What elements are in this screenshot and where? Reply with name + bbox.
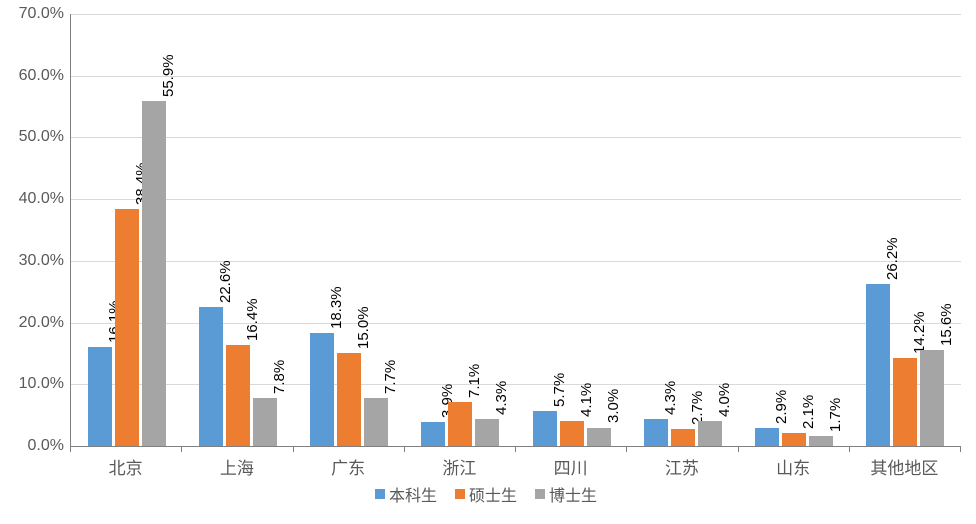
- bar-value-label: 4.3%: [493, 381, 510, 415]
- bar: [782, 433, 806, 446]
- x-category-label: 广东: [331, 454, 365, 479]
- bar: [698, 421, 722, 446]
- bar: [448, 402, 472, 446]
- bar-value-label: 2.1%: [800, 395, 817, 429]
- gridline: [71, 14, 961, 15]
- y-tick-label: 70.0%: [0, 5, 64, 23]
- bar: [475, 419, 499, 446]
- bar: [866, 284, 890, 446]
- legend-swatch-master: [455, 489, 465, 499]
- y-tick-label: 0.0%: [0, 437, 64, 455]
- x-category-label: 山东: [776, 454, 810, 479]
- x-tick: [849, 446, 850, 452]
- bar-value-label: 26.2%: [884, 238, 901, 281]
- x-tick: [293, 446, 294, 452]
- x-tick: [960, 446, 961, 452]
- bar-value-label: 55.9%: [160, 54, 177, 97]
- bar: [88, 347, 112, 446]
- bar: [199, 307, 223, 446]
- bar: [142, 101, 166, 446]
- bar-value-label: 16.4%: [244, 298, 261, 341]
- bar: [421, 422, 445, 446]
- x-category-label: 江苏: [665, 454, 699, 479]
- plot-area: 16.1%38.4%55.9%22.6%16.4%7.8%18.3%15.0%7…: [70, 14, 961, 447]
- bar-value-label: 14.2%: [911, 312, 928, 355]
- bar: [253, 398, 277, 446]
- bar: [671, 429, 695, 446]
- bar-value-label: 7.8%: [271, 360, 288, 394]
- bar-value-label: 22.6%: [217, 260, 234, 303]
- bar-value-label: 5.7%: [551, 373, 568, 407]
- bar-value-label: 7.7%: [382, 360, 399, 394]
- bar: [226, 345, 250, 446]
- chart-root: 0.0%10.0%20.0%30.0%40.0%50.0%60.0%70.0% …: [0, 0, 976, 524]
- x-tick: [404, 446, 405, 452]
- legend-item-bachelor: 本科生: [375, 482, 437, 506]
- bar: [893, 358, 917, 446]
- bar: [920, 350, 944, 446]
- y-tick-label: 40.0%: [0, 190, 64, 208]
- bar: [364, 398, 388, 446]
- x-category-label: 北京: [109, 454, 143, 479]
- y-tick-label: 50.0%: [0, 128, 64, 146]
- bar-value-label: 3.0%: [605, 389, 622, 423]
- gridline: [71, 199, 961, 200]
- legend-label-doctor: 博士生: [549, 482, 597, 506]
- bar-value-label: 1.7%: [827, 397, 844, 431]
- bar-value-label: 7.1%: [466, 364, 483, 398]
- x-tick: [515, 446, 516, 452]
- bar: [310, 333, 334, 446]
- bar: [115, 209, 139, 446]
- legend-item-doctor: 博士生: [535, 482, 597, 506]
- y-tick-label: 60.0%: [0, 67, 64, 85]
- bar: [560, 421, 584, 446]
- x-category-label: 四川: [554, 454, 588, 479]
- bar-value-label: 15.0%: [355, 307, 372, 350]
- bar: [587, 428, 611, 447]
- x-tick: [738, 446, 739, 452]
- x-tick: [626, 446, 627, 452]
- bar-value-label: 2.7%: [689, 391, 706, 425]
- bar: [809, 436, 833, 446]
- legend-label-bachelor: 本科生: [389, 482, 437, 506]
- gridline: [71, 137, 961, 138]
- y-tick-label: 20.0%: [0, 314, 64, 332]
- bar-value-label: 4.0%: [716, 383, 733, 417]
- legend-swatch-doctor: [535, 489, 545, 499]
- x-category-label: 上海: [220, 454, 254, 479]
- legend-swatch-bachelor: [375, 489, 385, 499]
- bar-value-label: 4.3%: [662, 381, 679, 415]
- legend: 本科生 硕士生 博士生: [375, 482, 597, 506]
- gridline: [71, 261, 961, 262]
- x-tick: [181, 446, 182, 452]
- bar-value-label: 2.9%: [773, 390, 790, 424]
- y-tick-label: 30.0%: [0, 252, 64, 270]
- bar: [533, 411, 557, 446]
- y-tick-label: 10.0%: [0, 375, 64, 393]
- bar: [337, 353, 361, 446]
- x-category-label: 浙江: [442, 454, 476, 479]
- bar-value-label: 18.3%: [328, 287, 345, 330]
- legend-item-master: 硕士生: [455, 482, 517, 506]
- bar-value-label: 4.1%: [578, 382, 595, 416]
- x-tick: [70, 446, 71, 452]
- bar: [755, 428, 779, 446]
- gridline: [71, 76, 961, 77]
- x-category-label: 其他地区: [870, 454, 938, 479]
- bar-value-label: 15.6%: [938, 303, 955, 346]
- legend-label-master: 硕士生: [469, 482, 517, 506]
- bar: [644, 419, 668, 446]
